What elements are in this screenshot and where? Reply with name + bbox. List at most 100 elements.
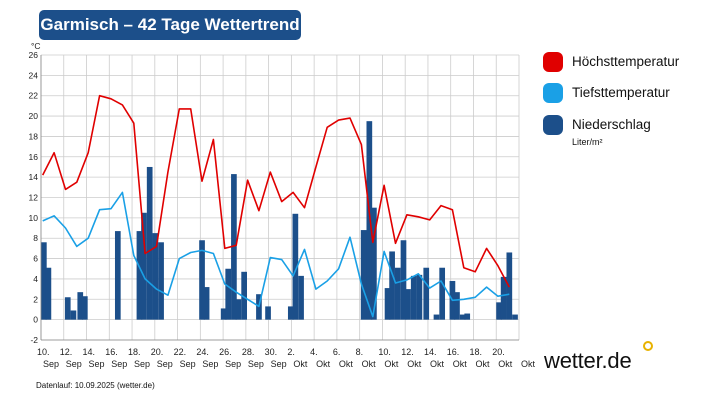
- min-temp-line: [42, 191, 510, 318]
- x-tick-label-day: 26.: [219, 347, 232, 357]
- precip-bar: [265, 306, 271, 320]
- x-tick-label-month: Okt: [430, 359, 445, 369]
- x-tick-label-day: 20.: [151, 347, 164, 357]
- x-tick-label-month: Okt: [339, 359, 354, 369]
- precip-bar: [199, 240, 205, 320]
- x-tick-label-month: Okt: [407, 359, 422, 369]
- precip-bar: [389, 251, 395, 320]
- x-tick-label-day: 8.: [356, 347, 364, 357]
- x-tick-label-month: Okt: [362, 359, 377, 369]
- data-run-footer: Datenlauf: 10.09.2025 (wetter.de): [36, 381, 155, 390]
- y-tick-label: 4: [33, 274, 38, 284]
- x-tick-label-day: 12.: [60, 347, 73, 357]
- precip-bar: [394, 267, 401, 320]
- y-tick-label: 24: [29, 70, 39, 80]
- x-tick-label-day: 14.: [83, 347, 96, 357]
- x-tick-label-day: 20.: [492, 347, 505, 357]
- precip-bar: [496, 302, 502, 320]
- x-tick-label-day: 16.: [105, 347, 118, 357]
- legend-label-precip: Niederschlag: [572, 117, 651, 132]
- x-tick-label-month: Okt: [475, 359, 490, 369]
- x-tick-label-day: 12.: [401, 347, 414, 357]
- x-tick-label-month: Sep: [89, 359, 105, 369]
- precip-bar: [410, 275, 417, 320]
- precip-bar: [235, 299, 242, 320]
- precip-bar: [512, 314, 518, 320]
- x-tick-label-month: Sep: [225, 359, 241, 369]
- x-tick-label-month: Sep: [248, 359, 264, 369]
- x-tick-label-month: Okt: [316, 359, 331, 369]
- precip-bar: [400, 240, 407, 320]
- precip-bar: [231, 174, 237, 320]
- y-tick-label: 10: [29, 213, 39, 223]
- precip-bar: [500, 276, 507, 320]
- precip-bar: [287, 306, 294, 320]
- precip-bar: [416, 274, 423, 320]
- y-tick-label: 26: [29, 50, 39, 60]
- precip-bar: [45, 267, 52, 320]
- precip-bar: [70, 310, 77, 320]
- x-tick-label-day: 10.: [378, 347, 391, 357]
- max-temp-swatch: [543, 52, 563, 72]
- precip-bar: [423, 267, 430, 320]
- y-tick-label: 20: [29, 111, 39, 121]
- precip-bar: [454, 292, 460, 320]
- x-tick-label-day: 4.: [310, 347, 318, 357]
- x-tick-label-day: 16.: [447, 347, 460, 357]
- precip-bar: [220, 308, 227, 320]
- precip-bar: [459, 314, 466, 320]
- y-tick-label: 16: [29, 152, 39, 162]
- x-tick-label-day: 14.: [424, 347, 437, 357]
- x-tick-label-month: Okt: [521, 359, 536, 369]
- y-tick-label: 2: [33, 294, 38, 304]
- precip-bar: [136, 231, 143, 320]
- x-tick-label-day: 28.: [242, 347, 255, 357]
- y-tick-label: 6: [33, 254, 38, 264]
- y-tick-label: -2: [30, 335, 38, 345]
- x-tick-label-day: 22.: [174, 347, 187, 357]
- x-tick-label-month: Okt: [498, 359, 513, 369]
- temperature-lines: [41, 94, 511, 318]
- logo-dot-icon: [643, 341, 653, 351]
- legend-label-max: Höchsttemperatur: [572, 54, 680, 69]
- precip-bar: [152, 233, 159, 320]
- precip-bar: [433, 314, 440, 320]
- x-tick-label-day: 30.: [265, 347, 278, 357]
- y-tick-label: 18: [29, 131, 39, 141]
- chart-title: Garmisch – 42 Tage Wettertrend: [39, 10, 301, 40]
- x-tick-label-month: Sep: [202, 359, 218, 369]
- x-tick-label-month: Okt: [293, 359, 308, 369]
- precip-bar: [360, 230, 367, 320]
- precip-bar: [371, 207, 377, 320]
- x-tick-label-day: 10.: [37, 347, 50, 357]
- y-tick-label: 22: [29, 91, 39, 101]
- precip-bar: [439, 267, 446, 320]
- x-tick-label-month: Sep: [134, 359, 150, 369]
- x-tick-label-day: 18.: [469, 347, 482, 357]
- precip-bar: [158, 242, 164, 320]
- precip-bar: [114, 231, 121, 320]
- legend-label-min: Tiefsttemperatur: [572, 85, 670, 100]
- precip-bar: [366, 121, 373, 320]
- precip-bar: [384, 288, 391, 320]
- y-unit-label: °C: [31, 41, 41, 51]
- x-tick-label-month: Okt: [453, 359, 468, 369]
- x-tick-label-day: 2.: [287, 347, 295, 357]
- max-temp-line: [41, 94, 511, 288]
- precip-bar: [292, 213, 299, 320]
- x-tick-label-month: Sep: [111, 359, 127, 369]
- precip-bar: [64, 297, 71, 320]
- y-tick-label: 8: [33, 233, 38, 243]
- x-tick-label-month: Sep: [180, 359, 196, 369]
- precip-bar: [241, 271, 247, 320]
- x-tick-label-day: 24.: [196, 347, 209, 357]
- x-tick-label-month: Sep: [43, 359, 59, 369]
- legend-precip-unit: Liter/m²: [572, 137, 603, 147]
- wetter-de-logo: wetter.de: [544, 348, 632, 373]
- min-temp-swatch: [543, 83, 563, 103]
- y-tick-label: 0: [33, 315, 38, 325]
- precip-bar: [77, 292, 84, 320]
- x-tick-label-month: Sep: [271, 359, 287, 369]
- precip-bar: [464, 313, 471, 320]
- y-tick-label: 14: [29, 172, 39, 182]
